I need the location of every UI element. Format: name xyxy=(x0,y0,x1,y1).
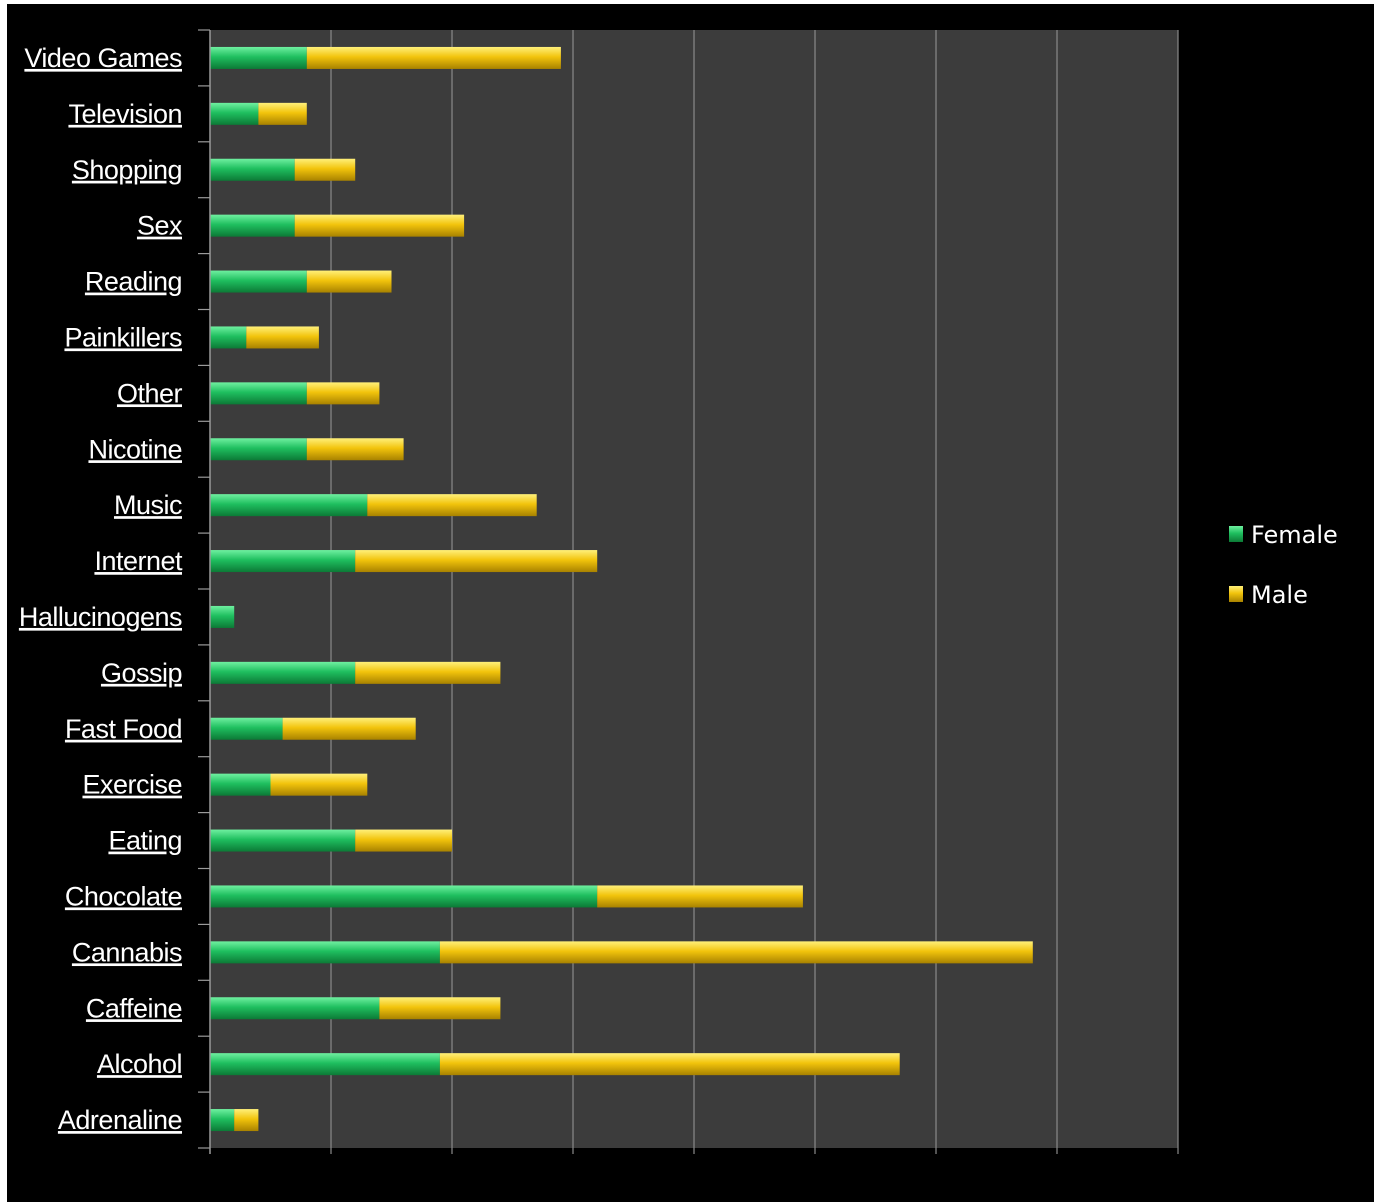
bar-male xyxy=(379,997,501,1020)
category-label: Exercise xyxy=(82,770,182,800)
category-label: Eating xyxy=(108,826,182,856)
bar-female xyxy=(210,1109,235,1132)
category-label: Other xyxy=(117,378,183,408)
bar-male xyxy=(306,382,380,405)
bar-male xyxy=(282,717,416,740)
bar-female xyxy=(210,773,271,796)
category-labels: Video Games Television Shopping Sex Reading P… xyxy=(19,43,184,1135)
bar-male xyxy=(306,270,392,293)
bar-female xyxy=(210,829,356,852)
bar-male xyxy=(597,885,803,908)
bar-male xyxy=(355,829,452,852)
category-label: Alcohol xyxy=(97,1049,182,1079)
category-label: Adrenaline xyxy=(58,1105,182,1135)
category-label: Television xyxy=(68,99,182,129)
category-label: Cannabis xyxy=(72,937,182,967)
bar-female xyxy=(210,717,283,740)
category-label: Music xyxy=(114,490,182,520)
bar-male xyxy=(367,494,537,517)
bar-female xyxy=(210,997,380,1020)
bar-male xyxy=(294,214,465,237)
bar-male xyxy=(258,102,307,125)
bar-male xyxy=(439,1053,900,1076)
bar-female xyxy=(210,550,356,573)
legend-label-male: Male xyxy=(1251,581,1308,609)
bar-male xyxy=(306,46,561,69)
category-label: Internet xyxy=(94,546,183,576)
bar-female xyxy=(210,326,247,349)
category-label: Hallucinogens xyxy=(19,602,182,632)
legend: Female Male xyxy=(1229,521,1338,609)
category-label: Reading xyxy=(85,267,182,297)
bar-female xyxy=(210,46,307,69)
category-label: Video Games xyxy=(24,43,182,73)
bar-male xyxy=(355,661,501,684)
bar-female xyxy=(210,438,307,461)
bars xyxy=(210,46,1033,1132)
bar-male xyxy=(234,1109,259,1132)
category-label: Chocolate xyxy=(65,881,182,911)
bar-female xyxy=(210,1053,440,1076)
category-label: Painkillers xyxy=(64,322,182,352)
bar-female xyxy=(210,605,235,628)
bar-female xyxy=(210,661,356,684)
bar-female xyxy=(210,494,368,517)
legend-swatch-female xyxy=(1229,526,1243,542)
bar-male xyxy=(355,550,598,573)
bar-male xyxy=(246,326,319,349)
category-label: Shopping xyxy=(72,155,182,185)
category-label: Caffeine xyxy=(86,993,182,1023)
bar-male xyxy=(439,941,1033,964)
bar-female xyxy=(210,158,295,181)
bar-female xyxy=(210,941,440,964)
category-label: Fast Food xyxy=(65,714,182,744)
legend-swatch-male xyxy=(1229,586,1243,602)
category-axis xyxy=(198,29,211,1154)
bar-male xyxy=(294,158,356,181)
bar-female xyxy=(210,382,307,405)
category-label: Nicotine xyxy=(88,434,182,464)
bar-male xyxy=(270,773,368,796)
legend-label-female: Female xyxy=(1251,521,1338,549)
category-label: Sex xyxy=(137,211,183,241)
bar-female xyxy=(210,885,598,908)
bar-female xyxy=(210,102,259,125)
bar-male xyxy=(306,438,404,461)
category-label: Gossip xyxy=(101,658,182,688)
gridlines xyxy=(330,30,1179,1154)
bar-female xyxy=(210,270,307,293)
bar-female xyxy=(210,214,295,237)
